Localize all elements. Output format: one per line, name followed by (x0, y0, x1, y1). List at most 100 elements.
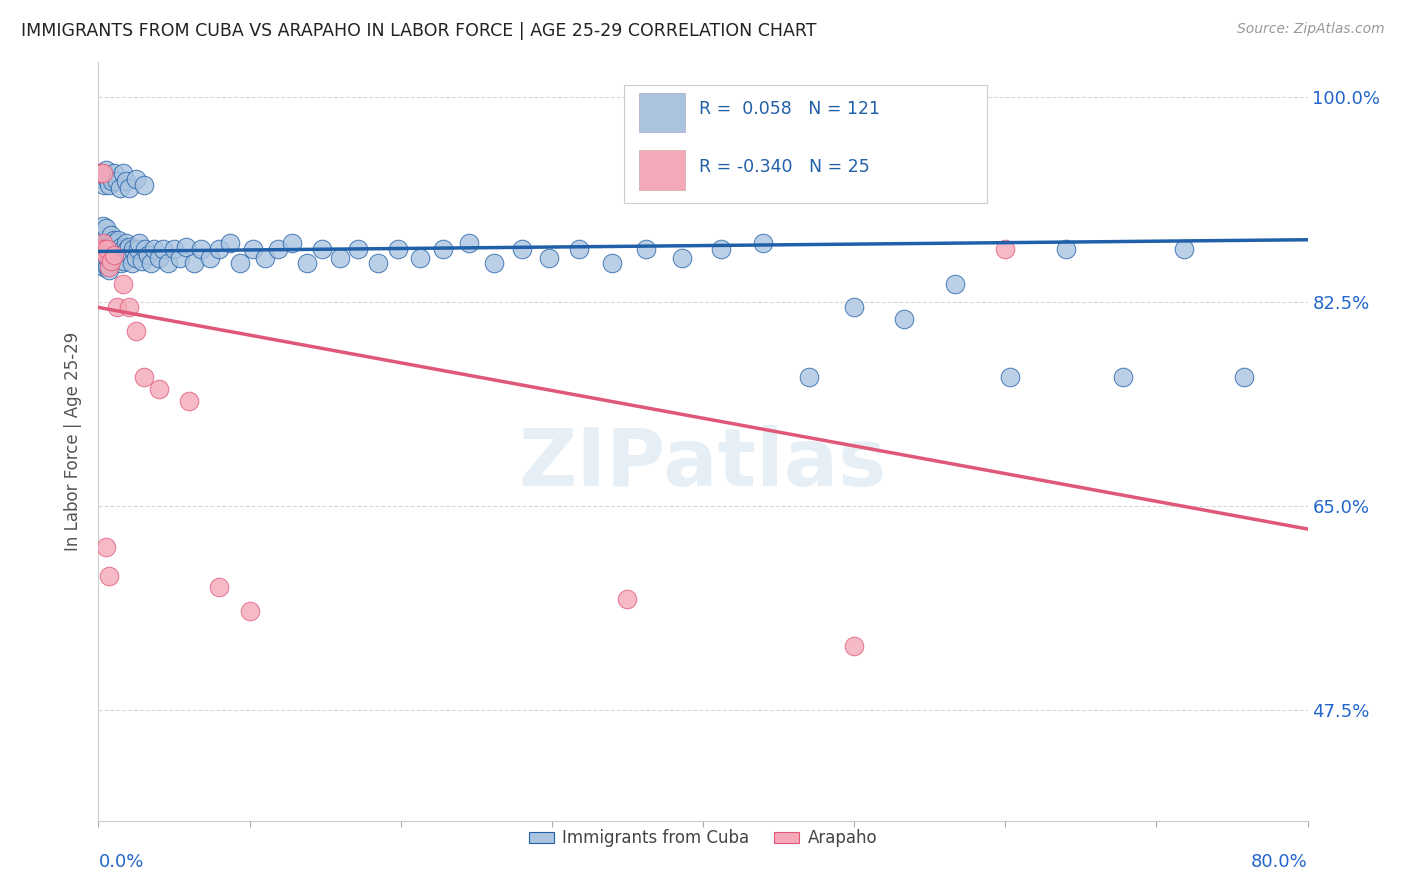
Point (1112, 370, 1135, 384)
Point (98, 242, 121, 256)
Point (100, 253, 122, 268)
Point (208, 242, 231, 256)
Point (89, 166, 111, 180)
Point (111, 277, 134, 291)
Point (103, 242, 125, 256)
Point (994, 242, 1017, 256)
Point (295, 256, 318, 270)
Point (93, 240, 115, 254)
Point (96, 172, 118, 186)
Point (101, 248, 124, 262)
Point (118, 181, 141, 195)
Point (132, 178, 155, 192)
Y-axis label: In Labor Force | Age 25-29: In Labor Force | Age 25-29 (65, 332, 83, 551)
Point (131, 253, 153, 268)
Point (634, 242, 657, 256)
Point (93, 178, 115, 192)
Point (387, 242, 409, 256)
Point (103, 233, 125, 247)
Point (152, 242, 174, 256)
Point (484, 256, 506, 270)
Point (107, 233, 129, 247)
Point (208, 580, 231, 594)
Point (94, 242, 117, 256)
Point (219, 236, 242, 251)
Text: IMMIGRANTS FROM CUBA VS ARAPAHO IN LABOR FORCE | AGE 25-29 CORRELATION CHART: IMMIGRANTS FROM CUBA VS ARAPAHO IN LABOR… (21, 22, 817, 40)
Point (103, 252, 125, 266)
Point (96, 252, 118, 266)
Point (1054, 242, 1077, 256)
Legend: Immigrants from Cuba, Arapaho: Immigrants from Cuba, Arapaho (522, 822, 884, 854)
Point (91, 166, 114, 180)
Point (844, 301, 866, 315)
Point (96, 242, 118, 256)
Point (96, 242, 118, 256)
Point (229, 256, 252, 270)
Point (602, 256, 624, 270)
Point (125, 252, 148, 266)
Point (115, 242, 138, 256)
Point (94, 162, 117, 177)
Point (89, 242, 111, 256)
Point (122, 242, 145, 256)
Point (136, 248, 159, 262)
Point (1233, 370, 1256, 384)
Point (93, 242, 115, 256)
Point (93, 248, 115, 262)
Point (267, 242, 290, 256)
Point (89, 236, 111, 251)
Point (98, 178, 121, 192)
Point (128, 236, 150, 251)
Point (101, 236, 124, 251)
Point (90, 248, 112, 262)
Point (98, 260, 121, 274)
Point (156, 256, 179, 270)
Point (132, 370, 155, 384)
Point (190, 242, 212, 256)
Point (96, 236, 118, 251)
Point (108, 252, 131, 266)
Point (114, 236, 136, 251)
Text: R =  0.058   N = 121: R = 0.058 N = 121 (699, 101, 880, 119)
Point (100, 228, 122, 243)
Point (94, 253, 117, 268)
Point (752, 236, 775, 251)
Point (103, 248, 125, 262)
Point (125, 172, 148, 186)
Point (253, 252, 276, 266)
Point (104, 242, 127, 256)
Point (998, 370, 1021, 384)
Point (174, 240, 197, 254)
Point (107, 242, 129, 256)
Point (96, 260, 118, 274)
Point (90, 233, 112, 247)
Point (671, 252, 693, 266)
Point (98, 568, 121, 582)
Point (945, 277, 967, 291)
Point (239, 604, 262, 618)
Point (89, 242, 111, 256)
Point (91, 228, 114, 243)
Point (537, 252, 560, 266)
Point (91, 219, 114, 233)
Point (90, 166, 112, 180)
Point (120, 248, 142, 262)
Point (121, 256, 143, 270)
Point (367, 256, 389, 270)
Point (183, 256, 205, 270)
Point (98, 253, 121, 268)
Point (100, 236, 122, 251)
Point (114, 174, 136, 188)
Point (93, 260, 115, 274)
Point (242, 242, 264, 256)
Point (98, 263, 121, 277)
Text: 0.0%: 0.0% (98, 854, 143, 871)
Point (94, 236, 117, 251)
Point (1173, 242, 1195, 256)
Point (110, 256, 132, 270)
Point (134, 242, 156, 256)
Point (104, 236, 127, 251)
Point (101, 174, 124, 188)
Point (118, 301, 141, 315)
Point (148, 382, 170, 396)
